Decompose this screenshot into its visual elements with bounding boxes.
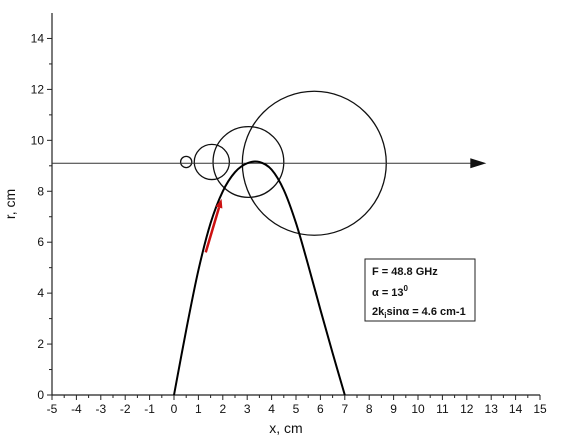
wavefront-circle (193, 143, 231, 181)
legend-param-prefix: 2k (372, 306, 385, 318)
legend-angle-text: α = 13 (372, 287, 404, 299)
y-tick-label: 12 (31, 82, 45, 96)
wavefront-circle (212, 125, 285, 199)
x-tick-label: 2 (219, 402, 226, 416)
x-tick-label: 6 (317, 402, 324, 416)
x-tick-label: 5 (293, 402, 300, 416)
legend: F = 48.8 GHz α = 130 2kisinα = 4.6 cm-1 (364, 258, 476, 322)
x-tick-label: 0 (171, 402, 178, 416)
axis-arrowhead (470, 158, 487, 169)
wavefront-circle (179, 155, 193, 169)
legend-frequency: F = 48.8 GHz (372, 266, 438, 278)
wavefront-circles (179, 90, 387, 236)
x-axis-title: x, cm (269, 420, 302, 436)
trajectory-series (173, 160, 346, 396)
x-tick-label: 14 (509, 402, 523, 416)
y-axis-title: r, cm (2, 189, 18, 219)
y-tick-label: 0 (37, 388, 44, 402)
arrow-head (215, 198, 223, 209)
y-tick-label: 4 (37, 286, 44, 300)
x-tick-label: -4 (71, 402, 82, 416)
y-tick-label: 8 (37, 184, 44, 198)
legend-parameter: 2kisinα = 4.6 cm-1 (372, 306, 466, 320)
y-tick-label: 14 (31, 31, 45, 45)
x-tick-label: 15 (533, 402, 547, 416)
x-tick-label: -5 (47, 402, 58, 416)
x-tick-label: 8 (366, 402, 373, 416)
x-ticks: -5 -4 -3 -2 -1 0 1 2 3 4 5 6 7 8 9 10 11 12 13 14 15 (47, 395, 547, 416)
y-tick-label: 6 (37, 235, 44, 249)
legend-angle-superscript: 0 (404, 284, 409, 293)
arrow-shaft (204, 207, 221, 253)
y-ticks: 0 2 4 6 8 10 12 14 (31, 31, 52, 402)
x-tick-label: -3 (95, 402, 106, 416)
x-tick-label: 3 (244, 402, 251, 416)
legend-param-suffix: sinα = 4.6 cm-1 (386, 306, 465, 318)
legend-box (364, 258, 476, 322)
x-tick-label: 4 (268, 402, 275, 416)
y-tick-label: 10 (31, 133, 45, 147)
x-tick-label: 11 (436, 402, 449, 416)
legend-param-subscript: i (384, 311, 386, 320)
x-tick-label: 10 (411, 402, 425, 416)
x-tick-label: 9 (390, 402, 397, 416)
x-tick-label: 12 (460, 402, 474, 416)
x-tick-label: -2 (120, 402, 131, 416)
x-tick-label: 7 (341, 402, 348, 416)
axes: -5 -4 -3 -2 -1 0 1 2 3 4 5 6 7 8 9 10 11 12 13 14 15 0246810… (31, 13, 547, 416)
trajectory-line (173, 160, 346, 396)
x-tick-label: 13 (485, 402, 499, 416)
direction-arrow (204, 198, 223, 253)
y-tick-label: 2 (37, 337, 44, 351)
legend-angle: α = 130 (372, 284, 409, 299)
x-tick-label: -1 (144, 402, 155, 416)
x-tick-label: 1 (195, 402, 202, 416)
